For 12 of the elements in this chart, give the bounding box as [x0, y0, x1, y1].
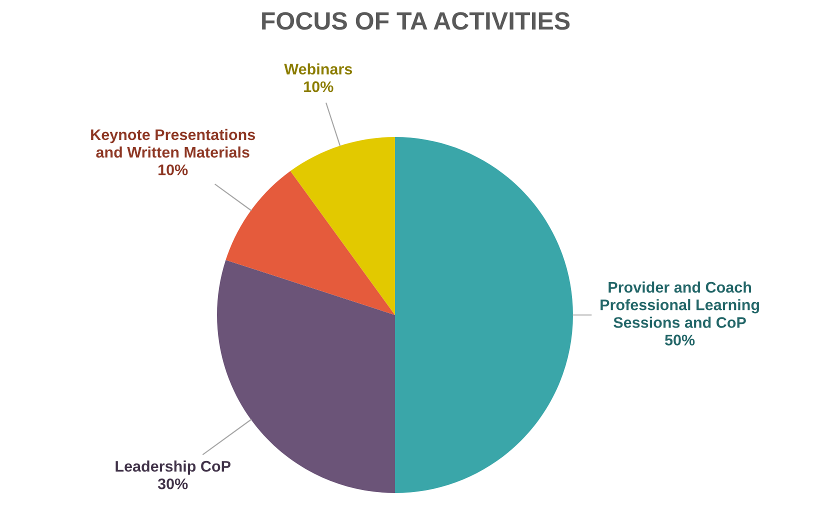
pie-slice: [395, 137, 573, 493]
slice-label: Keynote Presentations and Written Materials: [91, 128, 255, 158]
slice-label: Webinars: [284, 63, 352, 75]
pie-slice: [226, 170, 395, 315]
slice-label: Provider and Coach Professional Learning Sessions and CoP: [600, 282, 760, 328]
chart-title: FOCUS OF TA ACTIVITIES: [262, 12, 570, 30]
slice-label: Leadership CoP: [116, 460, 230, 475]
data-label: 50%: [664, 334, 695, 346]
data-label: 30%: [158, 478, 188, 490]
data-label: 10%: [158, 164, 188, 176]
data-label: 10%: [304, 81, 334, 92]
pie-slice: [290, 137, 395, 315]
